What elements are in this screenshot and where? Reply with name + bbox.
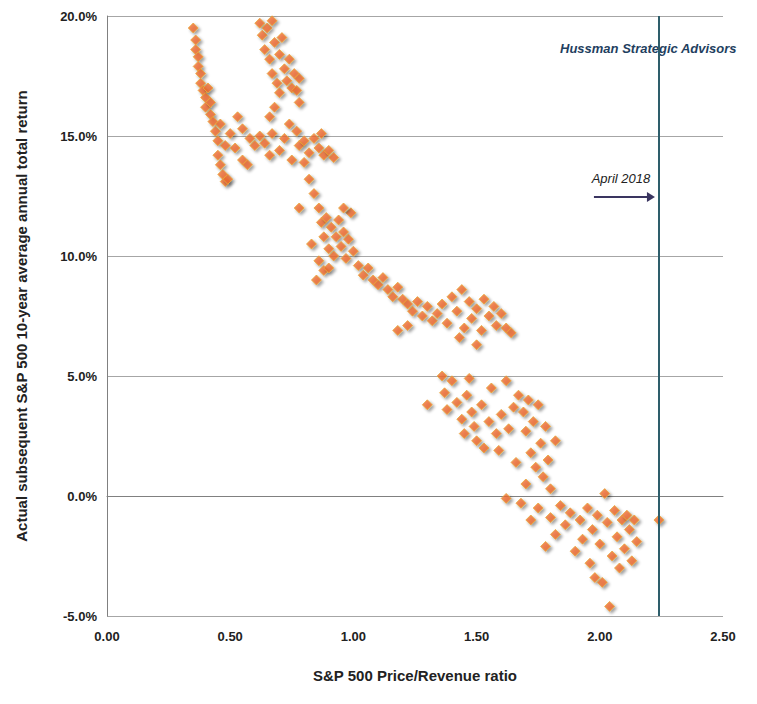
svg-text:S&P 500 Price/Revenue ratio: S&P 500 Price/Revenue ratio [313, 667, 517, 684]
svg-text:10.0%: 10.0% [60, 249, 97, 264]
svg-text:1.50: 1.50 [464, 629, 489, 644]
svg-text:1.00: 1.00 [341, 629, 366, 644]
svg-text:5.0%: 5.0% [67, 369, 97, 384]
svg-text:-5.0%: -5.0% [63, 609, 97, 624]
svg-text:15.0%: 15.0% [60, 129, 97, 144]
svg-text:0.00: 0.00 [94, 629, 119, 644]
svg-text:0.50: 0.50 [218, 629, 243, 644]
svg-text:Hussman Strategic Advisors: Hussman Strategic Advisors [560, 41, 737, 56]
svg-text:Actual subsequent S&P 500 10-y: Actual subsequent S&P 500 10-year averag… [13, 90, 30, 542]
svg-text:0.0%: 0.0% [67, 489, 97, 504]
svg-text:2.50: 2.50 [710, 629, 735, 644]
svg-text:2.00: 2.00 [587, 629, 612, 644]
svg-text:20.0%: 20.0% [60, 9, 97, 24]
svg-text:April 2018: April 2018 [591, 171, 651, 186]
